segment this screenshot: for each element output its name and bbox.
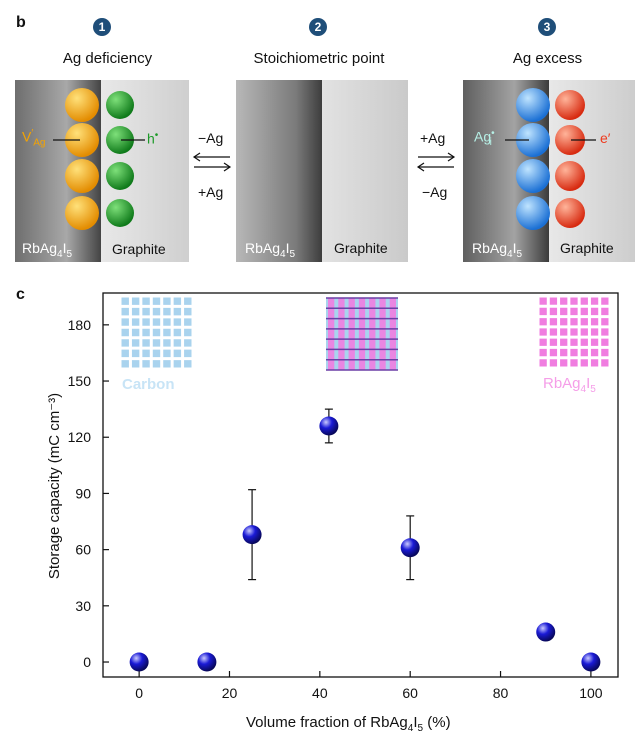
electron-label: e′ <box>600 130 611 146</box>
plot-frame <box>102 292 619 678</box>
x-tick-label: 60 <box>402 685 418 701</box>
block2-graphite <box>322 80 408 262</box>
y-axis-label: Storage capacity (mC cm⁻³) <box>46 392 63 580</box>
carbon-inset-label: Carbon <box>122 376 175 393</box>
data-point <box>129 652 149 672</box>
left-equilibrium-arrows <box>192 152 232 172</box>
green-particle <box>106 91 134 119</box>
y-tick-label: 180 <box>68 317 92 333</box>
x-tick-label: 0 <box>135 685 143 701</box>
orange-particle <box>65 88 99 122</box>
step-1-badge: 1 <box>93 18 111 36</box>
block2-graphite-label: Graphite <box>334 240 388 256</box>
orange-particle <box>65 123 99 157</box>
data-point <box>581 652 601 672</box>
blue-particle <box>516 123 550 157</box>
left-arrow-bottom-label: +Ag <box>198 184 224 200</box>
step-2-badge: 2 <box>309 18 327 36</box>
material-grid-inset <box>536 294 612 370</box>
block3-material-label: RbAg4I5 <box>472 240 523 260</box>
y-tick-label: 30 <box>75 598 91 614</box>
block3-particles <box>505 88 596 230</box>
x-tick-label: 80 <box>493 685 509 701</box>
block1-material-label: RbAg4I5 <box>22 240 73 260</box>
interstitial-label: Ag•i <box>474 128 495 149</box>
left-arrow-top-label: −Ag <box>198 130 224 146</box>
data-point <box>536 622 556 642</box>
green-particle <box>106 199 134 227</box>
orange-particle <box>65 196 99 230</box>
x-tick-label: 100 <box>579 685 603 701</box>
red-particle <box>555 198 585 228</box>
x-tick-label: 20 <box>222 685 238 701</box>
x-tick-label: 40 <box>312 685 328 701</box>
step-3-badge: 3 <box>538 18 556 36</box>
y-tick-label: 120 <box>68 429 92 445</box>
green-particle <box>106 162 134 190</box>
block3-graphite-label: Graphite <box>560 240 614 256</box>
vacancy-label: V′Ag <box>22 128 46 149</box>
y-tick-label: 0 <box>83 654 91 670</box>
data-point <box>197 652 217 672</box>
y-tick-label: 60 <box>75 542 91 558</box>
y-tick-label: 150 <box>68 373 92 389</box>
block2-material-label: RbAg4I5 <box>245 240 296 260</box>
mixed-grid-inset <box>326 297 398 371</box>
data-point <box>400 538 420 558</box>
material-inset-label: RbAg4I5 <box>543 375 596 395</box>
step-3-title: Ag excess <box>512 50 583 67</box>
blue-particle <box>516 88 550 122</box>
x-axis-label: Volume fraction of RbAg4I5 (%) <box>246 714 451 734</box>
block2-rbag4i5 <box>236 80 322 262</box>
data-point <box>242 525 262 545</box>
step-1-title: Ag deficiency <box>62 50 153 67</box>
block1-particles <box>53 88 145 230</box>
panel-c-letter: c <box>16 286 25 303</box>
right-equilibrium-arrows <box>416 152 456 172</box>
red-particle <box>555 125 585 155</box>
red-particle <box>555 90 585 120</box>
right-arrow-top-label: +Ag <box>420 130 446 146</box>
red-particle <box>555 161 585 191</box>
blue-particle <box>516 159 550 193</box>
blue-particle <box>516 196 550 230</box>
data-point <box>319 416 339 436</box>
orange-particle <box>65 159 99 193</box>
hole-label: h• <box>147 130 159 147</box>
green-particle <box>106 126 134 154</box>
y-tick-label: 90 <box>75 485 91 501</box>
step-2-title: Stoichiometric point <box>253 50 385 67</box>
block1-graphite-label: Graphite <box>112 241 166 257</box>
carbon-grid-inset <box>118 294 195 371</box>
right-arrow-bottom-label: −Ag <box>422 184 448 200</box>
panel-b-letter: b <box>16 14 26 31</box>
